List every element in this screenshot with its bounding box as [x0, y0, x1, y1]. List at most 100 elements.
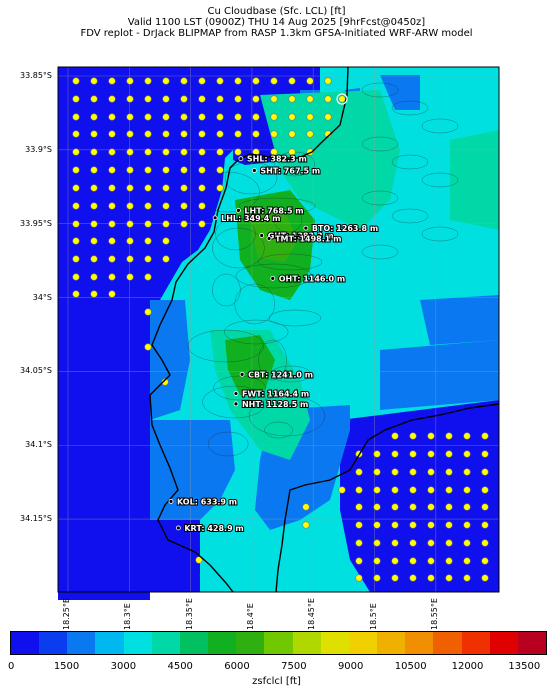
no-cloud-dot [72, 166, 80, 174]
no-cloud-dot [90, 77, 98, 85]
no-cloud-dot [180, 184, 188, 192]
no-cloud-dot [234, 77, 242, 85]
no-cloud-dot [126, 130, 134, 138]
colorbar [10, 631, 547, 655]
colorbar-swatch [179, 632, 209, 654]
no-cloud-dot [108, 273, 116, 281]
cloudbase-map: SHL: 382.3 m SHT: 767.5 m LHT: 768.5 mLHL:… [57, 66, 500, 600]
contour-12 [268, 309, 322, 327]
no-cloud-dot [463, 521, 471, 529]
contour-7 [212, 227, 265, 269]
no-cloud-dot [126, 273, 134, 281]
no-cloud-dot [324, 77, 332, 85]
no-cloud-dot [445, 450, 453, 458]
no-cloud-dot [162, 202, 170, 210]
station-marker [236, 208, 241, 213]
station-label: KRT: 428.9 m [184, 524, 243, 533]
colorbar-tick-label: 9000 [337, 661, 364, 672]
no-cloud-dot [391, 539, 399, 547]
no-cloud-dot [355, 521, 363, 529]
no-cloud-dot [373, 557, 381, 565]
no-cloud-dot [108, 77, 116, 85]
no-cloud-dot [306, 95, 314, 103]
no-cloud-dot [306, 130, 314, 138]
colorbar-swatch [461, 632, 490, 654]
no-cloud-dot [144, 184, 152, 192]
no-cloud-dot [252, 113, 260, 121]
colorbar-tick-label: 6000 [224, 661, 250, 672]
contour-2 [224, 161, 278, 195]
colorbar-swatch [151, 632, 180, 654]
no-cloud-dot [90, 130, 98, 138]
colorbar-swatch [320, 632, 349, 654]
no-cloud-dot [373, 486, 381, 494]
no-cloud-dot [126, 184, 134, 192]
no-cloud-dot [180, 95, 188, 103]
no-cloud-dot [481, 432, 489, 440]
station-label: TMT: 1498.1 m [275, 234, 341, 243]
no-cloud-dot [481, 486, 489, 494]
colorbar-tick-label: 3000 [110, 661, 137, 672]
station-marker [212, 215, 218, 221]
no-cloud-dot [288, 130, 296, 138]
no-cloud-dot [144, 220, 152, 228]
colorbar-label: zsfclcl [ft] [252, 676, 301, 687]
no-cloud-dot [144, 237, 152, 245]
no-cloud-dot [216, 130, 224, 138]
no-cloud-dot [72, 220, 80, 228]
terrain-contours [187, 82, 459, 457]
colorbar-swatch [348, 632, 378, 654]
colorbar-swatch [264, 632, 293, 654]
colorbar-tick-label: 13500 [508, 661, 541, 672]
no-cloud-dot [409, 450, 417, 458]
no-cloud-dot [463, 574, 471, 582]
lon-label: 18.3°E [123, 603, 133, 630]
lon-label: 18.45°E [307, 598, 317, 630]
no-cloud-dot [90, 290, 98, 298]
no-cloud-dot [180, 130, 188, 138]
no-cloud-dot [270, 77, 278, 85]
station-label: NHT: 1128.5 m [242, 400, 308, 409]
no-cloud-dot [234, 148, 242, 156]
no-cloud-dot [373, 450, 381, 458]
contour-e-6 [361, 190, 399, 206]
no-cloud-dot [427, 557, 435, 565]
station-label: LHL: 349.4 m [221, 214, 280, 223]
colorbar-swatch [208, 632, 237, 654]
lat-label: 34.1°S [25, 440, 52, 450]
contour-3 [195, 171, 260, 213]
no-cloud-dot [198, 220, 206, 228]
colorbar-swatch [95, 632, 124, 654]
lon-label: 18.55°E [429, 598, 439, 630]
no-cloud-dot [427, 539, 435, 547]
colorbar-swatch [489, 632, 518, 654]
cloudbase-fill-layer [58, 67, 499, 600]
contour-8 [257, 253, 323, 271]
no-cloud-dot [108, 237, 116, 245]
no-cloud-dot [391, 557, 399, 565]
no-cloud-dot [234, 130, 242, 138]
fill-region-16 [225, 335, 275, 395]
no-cloud-dot [306, 113, 314, 121]
no-cloud-dot [72, 255, 80, 263]
no-cloud-dot [162, 237, 170, 245]
no-cloud-dot [391, 574, 399, 582]
no-cloud-dot [216, 113, 224, 121]
no-cloud-dot [355, 574, 363, 582]
no-cloud-dot [234, 113, 242, 121]
no-cloud-dot [427, 450, 435, 458]
contour-4 [239, 197, 316, 215]
lon-label: 18.35°E [184, 598, 194, 630]
station-label: KOL: 633.9 m [177, 497, 237, 506]
no-cloud-dot [216, 184, 224, 192]
no-cloud-dot [144, 255, 152, 263]
no-cloud-dot [180, 148, 188, 156]
no-cloud-dot [409, 486, 417, 494]
no-cloud-dot [355, 486, 363, 494]
station-marker [259, 233, 265, 238]
no-cloud-dot [144, 273, 152, 281]
colorbar-tick-label: 0 [8, 661, 15, 672]
no-cloud-dot [198, 77, 206, 85]
station-label: OHT: 1146.0 m [279, 274, 346, 283]
no-cloud-dot [161, 378, 169, 386]
